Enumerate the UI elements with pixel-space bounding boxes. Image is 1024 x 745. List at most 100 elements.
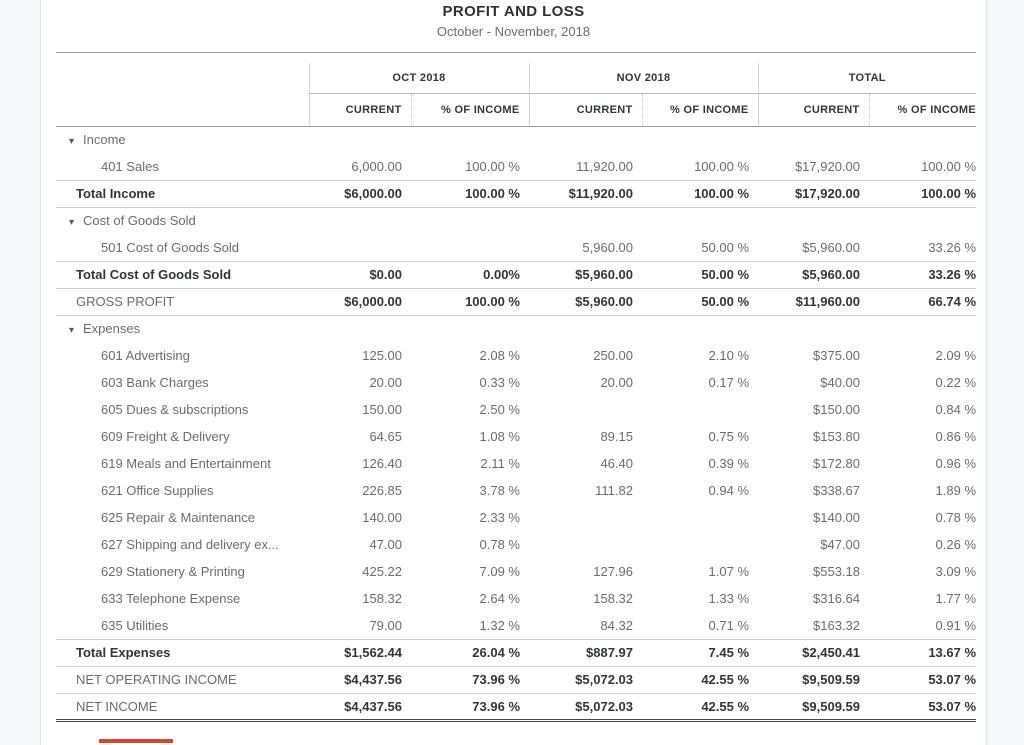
value-cell[interactable]: 140.00 <box>362 510 402 525</box>
value-cell[interactable]: 100.00 % <box>465 158 520 174</box>
value-cell[interactable]: 1.89 % <box>935 483 977 498</box>
account-label-cell[interactable]: 629 Stationery & Printing <box>101 564 245 579</box>
value-cell[interactable]: 100.00 % <box>921 158 977 174</box>
value-cell[interactable]: 79.00 <box>369 617 402 633</box>
value-cell[interactable]: 7.09 % <box>479 564 520 579</box>
header-oct-current: CURRENT <box>308 93 411 127</box>
account-label-cell[interactable]: 609 Freight & Delivery <box>101 429 230 444</box>
value-cell[interactable]: 47.00 <box>369 537 402 552</box>
value-cell[interactable]: 226.85 <box>362 483 402 498</box>
value-cell[interactable]: 2.09 % <box>935 348 977 363</box>
account-label-cell[interactable]: 633 Telephone Expense <box>101 591 241 606</box>
value-cell[interactable]: $47.00 <box>820 537 861 552</box>
account-label-cell[interactable]: 635 Utilities <box>101 617 169 633</box>
value-cell[interactable]: $150.00 <box>813 402 861 417</box>
value-cell[interactable]: 2.33 % <box>479 510 520 525</box>
value-cell[interactable]: 0.26 % <box>935 537 977 552</box>
value-cell[interactable]: 0.17 % <box>708 375 750 390</box>
value-cell[interactable]: $40.00 <box>820 375 861 390</box>
value-cell: $4,437.56 <box>309 692 411 722</box>
account-label-cell[interactable]: 501 Cost of Goods Sold <box>101 239 240 255</box>
value-cell[interactable]: $316.64 <box>813 591 861 606</box>
value-cell[interactable]: 3.09 % <box>935 564 977 579</box>
value-cell: 26.04 % <box>411 638 529 667</box>
value-cell: 66.74 % <box>869 287 977 316</box>
account-label-cell[interactable]: 401 Sales <box>101 158 159 174</box>
account-label-cell[interactable]: 625 Repair & Maintenance <box>101 510 255 525</box>
account-label-cell[interactable]: 621 Office Supplies <box>101 483 214 498</box>
value-cell[interactable]: 84.32 <box>600 617 633 633</box>
value-cell[interactable]: 33.26 % <box>928 239 977 255</box>
value-cell[interactable]: $17,920.00 <box>794 158 861 174</box>
value-cell[interactable]: 0.94 % <box>708 483 750 498</box>
value-cell: 50.00 % <box>642 260 759 289</box>
value-cell[interactable]: $163.32 <box>813 617 861 633</box>
value-cell[interactable]: $5,960.00 <box>802 239 861 255</box>
value-cell[interactable]: 1.07 % <box>708 564 750 579</box>
value-cell[interactable]: $140.00 <box>813 510 861 525</box>
value-cell[interactable]: 20.00 <box>600 375 633 390</box>
value-cell[interactable]: 425.22 <box>362 564 402 579</box>
value-cell[interactable]: 1.77 % <box>935 591 977 606</box>
table-row-account: 501 Cost of Goods Sold 5,960.00 50.00 % $5,… <box>56 234 976 261</box>
value-cell[interactable]: 2.64 % <box>479 591 520 606</box>
collapse-triangle-icon[interactable]: ▾ <box>69 136 75 148</box>
value-cell[interactable]: 11,920.00 <box>576 158 633 174</box>
value-cell[interactable]: 0.33 % <box>479 375 520 390</box>
value-cell[interactable]: 2.50 % <box>479 402 520 417</box>
value-cell[interactable]: 1.33 % <box>708 591 750 606</box>
value-cell[interactable]: 89.15 <box>600 429 633 444</box>
value-cell[interactable]: 126.40 <box>362 456 402 471</box>
account-label-cell[interactable]: 619 Meals and Entertainment <box>101 456 271 471</box>
value-cell[interactable]: 0.86 % <box>935 429 977 444</box>
value-cell[interactable]: 0.91 % <box>935 617 977 633</box>
summary-label-cell: GROSS PROFIT <box>56 287 309 316</box>
value-cell[interactable]: 2.08 % <box>479 348 520 363</box>
report-subtitle: October - November, 2018 <box>436 24 591 39</box>
value-cell[interactable]: 3.78 % <box>479 483 520 498</box>
value-cell[interactable]: 158.32 <box>593 591 633 606</box>
account-label-cell[interactable]: 605 Dues & subscriptions <box>101 402 249 417</box>
value-cell[interactable]: 20.00 <box>369 375 402 390</box>
table-row-account: 629 Stationery & Printing 425.22 7.09 % 127… <box>56 558 976 585</box>
value-cell[interactable]: 64.65 <box>369 429 402 444</box>
value-cell <box>309 207 411 234</box>
value-cell[interactable]: 2.11 % <box>480 456 520 471</box>
value-cell[interactable]: 0.96 % <box>935 456 977 471</box>
value-cell[interactable]: 46.40 <box>600 456 633 471</box>
value-cell[interactable]: 0.84 % <box>935 402 977 417</box>
value-cell[interactable]: 5,960.00 <box>582 239 633 255</box>
value-cell[interactable]: 250.00 <box>593 348 633 363</box>
value-cell[interactable]: $172.80 <box>813 456 861 471</box>
value-cell[interactable]: 0.39 % <box>708 456 750 471</box>
value-cell[interactable]: $153.80 <box>813 429 861 444</box>
table-row-total: Total Cost of Goods Sold $0.00 0.00% $5,960… <box>56 260 977 289</box>
value-cell[interactable]: 127.96 <box>593 564 633 579</box>
value-cell[interactable]: 1.08 % <box>479 429 520 444</box>
account-label-cell[interactable]: 603 Bank Charges <box>101 375 209 390</box>
value-cell[interactable]: 0.75 % <box>708 429 750 444</box>
collapse-triangle-icon[interactable]: ▾ <box>69 325 75 337</box>
value-cell: $5,072.03 <box>529 692 642 722</box>
collapse-triangle-icon[interactable]: ▾ <box>69 217 75 229</box>
value-cell[interactable]: 2.10 % <box>708 348 750 363</box>
value-cell[interactable]: 125.00 <box>362 348 402 363</box>
value-cell[interactable]: 0.22 % <box>935 375 977 390</box>
value-cell[interactable]: 100.00 % <box>694 158 750 174</box>
table-row-account: 621 Office Supplies 226.85 3.78 % 111.82 0.9… <box>56 477 976 504</box>
value-cell[interactable]: 0.71 % <box>708 617 750 633</box>
value-cell[interactable]: 111.82 <box>595 483 633 498</box>
account-label-cell[interactable]: 627 Shipping and delivery ex... <box>101 537 279 552</box>
value-cell[interactable]: $375.00 <box>813 348 861 363</box>
value-cell[interactable]: $553.18 <box>813 564 861 579</box>
value-cell[interactable]: 150.00 <box>362 402 402 417</box>
account-label-cell[interactable]: 601 Advertising <box>101 348 190 363</box>
table-row-section: ▾ Cost of Goods Sold <box>56 207 976 234</box>
value-cell[interactable]: 50.00 % <box>701 239 750 255</box>
value-cell[interactable]: 1.32 % <box>479 617 520 633</box>
value-cell[interactable]: 6,000.00 <box>351 158 402 174</box>
value-cell[interactable]: 158.32 <box>362 591 402 606</box>
value-cell[interactable]: 0.78 % <box>479 537 520 552</box>
value-cell[interactable]: 0.78 % <box>935 510 977 525</box>
value-cell[interactable]: $338.67 <box>813 483 861 498</box>
